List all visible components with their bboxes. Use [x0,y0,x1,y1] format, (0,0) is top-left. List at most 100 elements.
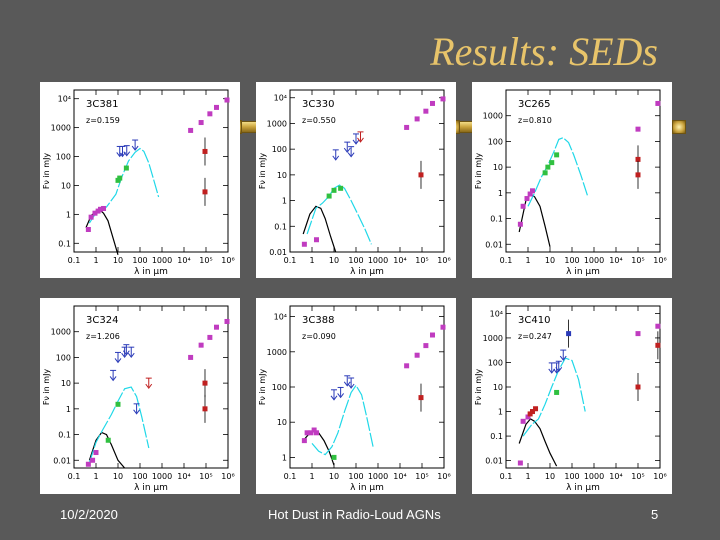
upper-limit-arrow [131,145,139,151]
chart-annotation: z=0.247 [518,332,552,341]
y-tick-label: 0.01 [269,248,287,257]
host-curve [302,205,337,253]
model-curve [88,386,150,463]
chart-annotation: z=0.550 [302,116,336,125]
model-curve [311,384,374,456]
footer-date: 10/2/2020 [60,507,118,522]
x-tick-label: 100 [564,256,579,265]
y-tick-label: 10 [493,383,503,392]
host-curve [88,431,126,469]
y-axis-label: Fν in mJy [42,369,51,406]
data-point [655,342,661,348]
data-point [423,343,429,349]
x-tick-label: 1000 [584,256,604,265]
x-axis-label: λ in μm [566,483,600,493]
data-point [326,193,332,199]
upper-limit-arrow [133,409,140,415]
data-point [117,175,123,181]
data-point [188,127,194,133]
data-point [635,126,641,132]
data-point [93,450,99,456]
upper-limit-arrow [145,383,153,389]
data-point [655,100,661,106]
y-tick-label: 10 [61,181,71,190]
data-point [331,187,337,193]
data-point [207,334,213,340]
y-tick-label: 1 [498,189,503,198]
x-tick-label: 0.1 [500,256,513,265]
x-tick-label: 1 [93,256,98,265]
data-point [542,170,548,176]
upper-limit-arrow [119,152,126,158]
upper-limit-arrow [555,366,563,373]
data-point [202,148,208,154]
y-tick-label: 0.1 [490,432,503,441]
x-tick-label: 10⁶ [221,256,234,265]
data-point [123,165,129,171]
model-curve [306,184,372,245]
data-point [213,104,219,110]
data-point [525,414,531,420]
y-tick-label: 100 [272,383,287,392]
y-tick-label: 1000 [267,348,287,357]
x-tick-label: 0.1 [68,472,81,481]
host-curve [518,418,558,467]
y-tick-label: 1000 [483,112,503,121]
y-tick-label: 10 [277,418,287,427]
data-point [224,97,230,103]
upper-limit-arrow [352,139,360,145]
y-tick-label: 0.01 [485,457,503,466]
x-tick-label: 10⁶ [653,256,666,265]
slide-title: Results: SEDs [430,29,658,74]
data-point [202,406,208,412]
data-point [527,191,533,197]
chart-title: 3C324 [86,315,118,326]
x-tick-label: 0.1 [284,256,297,265]
upper-limit-arrow [559,355,567,361]
data-point [533,406,539,412]
x-tick-label: 10⁵ [415,472,428,481]
x-tick-label: 10⁵ [199,256,212,265]
x-tick-label: 0.1 [500,472,513,481]
sed-chart-1: 0.1 1 10 100 1000 10⁴ 10⁵ 10⁶ 0.1 1 10 100 1000 10⁴ λ … [42,89,235,277]
data-point [440,96,446,102]
y-tick-label: 10 [277,171,287,180]
y-axis-label: Fν in mJy [258,369,267,406]
data-point [301,241,307,247]
upper-limit-arrow [347,152,355,158]
y-tick-label: 0.1 [58,431,71,440]
chart-title: 3C410 [518,315,550,326]
data-point [554,389,560,395]
sed-chart-2: 0.1 1 10 100 1000 10⁴ 10⁵ 10⁶0.010.111010010001… [258,89,451,277]
y-tick-label: 1000 [51,124,71,133]
y-tick-label: 1000 [483,334,503,343]
x-tick-label: 100 [348,472,363,481]
host-curve [518,193,551,247]
sed-chart-3: 0.1 1 10 100 1000 10⁴ 10⁵ 10⁶ 0.01 0.1 1 10 100 1000 λ… [474,89,667,277]
x-axis-label: λ in μm [350,267,384,277]
y-tick-label: 100 [272,145,287,154]
sed-chart-5: 0.1 1 10 100 1000 10⁴ 10⁵ 10⁶ 1 10 100 1000 10⁴ λ in … [258,305,451,493]
upper-limit-arrow [343,381,351,387]
x-tick-label: 100 [348,256,363,265]
x-axis-label: λ in μm [134,483,168,493]
x-tick-label: 1 [525,472,530,481]
x-tick-label: 10⁶ [221,472,234,481]
data-point [207,111,213,117]
chart-annotation: z=0.090 [302,332,336,341]
data-point [414,116,420,122]
data-point [524,196,530,202]
data-point [404,124,410,130]
plot-frame [289,89,445,253]
data-point [213,324,219,330]
data-point [331,454,337,460]
y-tick-label: 1 [498,408,503,417]
data-point [549,160,555,166]
upper-limit-arrow [337,393,345,399]
data-point [418,172,424,178]
x-tick-label: 10⁶ [437,256,450,265]
y-axis-label: Fν in mJy [258,153,267,190]
x-tick-label: 10 [113,472,123,481]
x-axis-label: λ in μm [566,267,600,277]
title-rule-knob [672,120,686,134]
